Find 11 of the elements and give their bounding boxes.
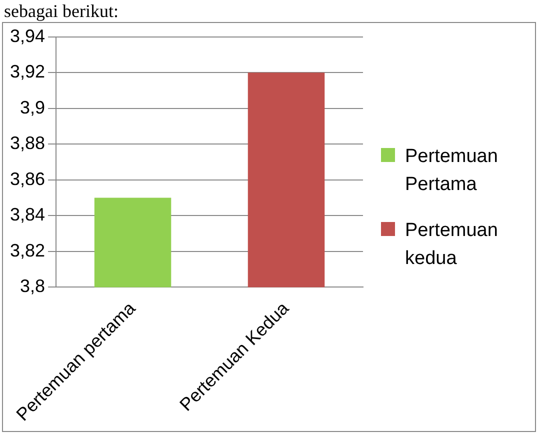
y-tick-label: 3,94 [10,26,46,46]
y-tick-label: 3,82 [10,240,46,260]
y-tick-label: 3,88 [10,133,46,154]
y-tick-label: 3,92 [10,62,46,82]
y-tick-label: 3,84 [10,204,46,225]
legend-label: Pertemuan kedua [405,219,499,271]
legend-label: Pertemuan Pertama [405,145,499,197]
y-tick-label: 3,86 [10,168,46,189]
y-tick-label: 3,9 [20,97,46,118]
y-tick-label: 3,8 [20,276,46,296]
text: sebagai berikut: [3,0,120,22]
